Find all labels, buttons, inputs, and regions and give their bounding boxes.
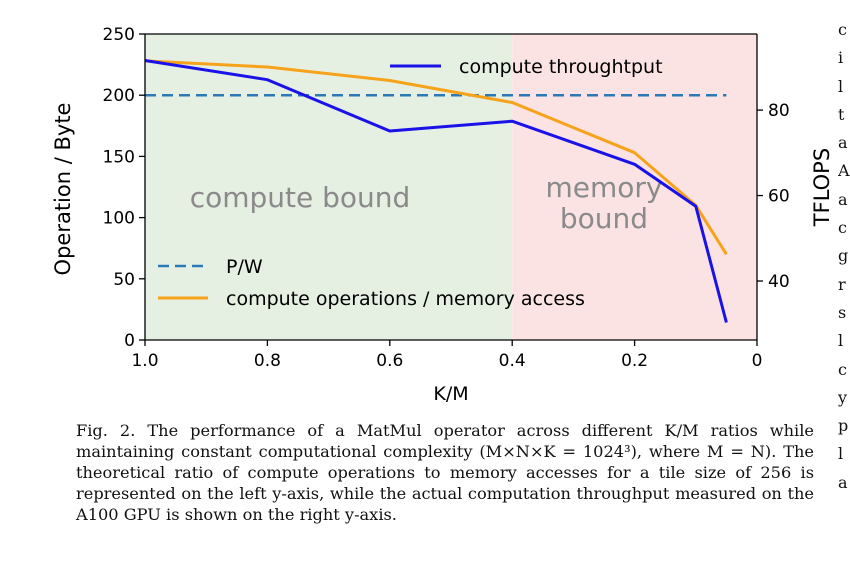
x-tick-label: 1.0: [131, 351, 158, 371]
fragment-letter: c: [838, 218, 847, 238]
fragment-letter: a: [838, 472, 848, 492]
x-tick-label: 0.2: [621, 351, 648, 371]
fragment-letter: g: [838, 246, 849, 266]
x-tick-label: 0.6: [376, 351, 403, 371]
legend-label: compute operations / memory access: [226, 288, 585, 310]
fragment-letter: p: [838, 416, 849, 436]
fragment-letter: a: [838, 189, 848, 209]
y-left-tick-label: 100: [103, 209, 135, 229]
fragment-letter: l: [838, 331, 844, 351]
fragment-letter: l: [838, 444, 844, 464]
region-label: compute bound: [190, 181, 411, 214]
fragment-letter: c: [838, 359, 847, 379]
y-left-tick-label: 150: [103, 147, 135, 167]
region-label: bound: [560, 202, 648, 235]
fragment-letter: y: [838, 387, 848, 407]
x-axis-label: K/M: [433, 383, 468, 405]
y-left-axis-label: Operation / Byte: [51, 103, 75, 276]
fragment-letter: r: [838, 274, 846, 294]
region-label: memory: [546, 171, 663, 204]
x-tick-label: 0: [752, 351, 763, 371]
y-left-tick-label: 200: [103, 86, 135, 106]
figure-caption: Fig. 2. The performance of a MatMul oper…: [76, 421, 814, 524]
legend-label: P/W: [226, 256, 263, 278]
chart: compute bound memory bound 1.0 0.8 0.6 0.4 0.2 0…: [51, 25, 834, 405]
fragment-letter: l: [838, 76, 844, 96]
legend-label: compute throughtput: [459, 56, 663, 78]
x-tick-label: 0.8: [254, 351, 281, 371]
fragment-letter: a: [838, 133, 848, 153]
fragment-letter: i: [838, 48, 844, 68]
series-line: [144, 59, 728, 323]
y-right-tick-label: 80: [768, 101, 790, 121]
fragment-letter: A: [838, 161, 850, 181]
y-right-tick-label: 60: [768, 187, 790, 207]
y-left-tick-label: 0: [124, 331, 135, 351]
fragment-letter: s: [838, 302, 847, 322]
fragment-letter: c: [838, 20, 847, 39]
y-right-axis-label: TFLOPS: [810, 148, 834, 227]
x-tick-label: 0.4: [499, 351, 526, 371]
compute-bound-region: [145, 34, 513, 340]
y-right-tick-label: 40: [768, 272, 790, 292]
fragment-letter: t: [838, 104, 845, 124]
y-left-tick-label: 250: [103, 25, 135, 45]
y-left-tick-label: 50: [113, 270, 135, 290]
